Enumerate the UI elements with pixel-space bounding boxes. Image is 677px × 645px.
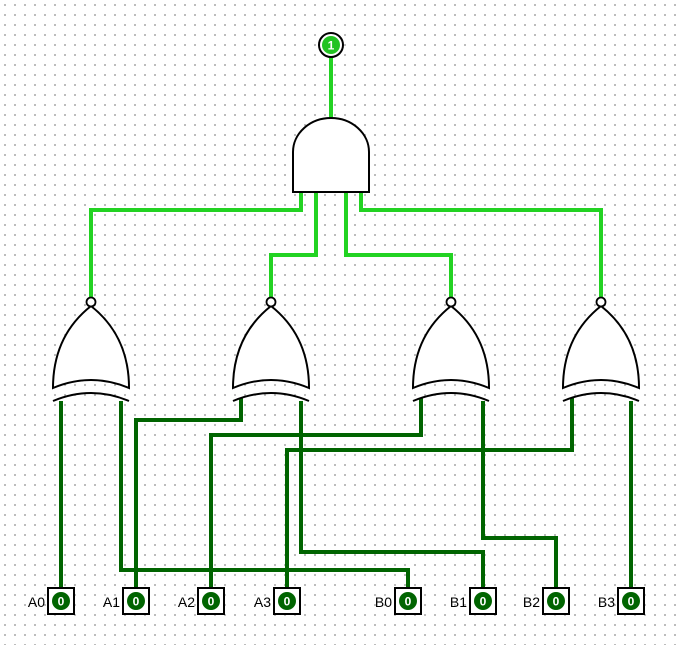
input-label: B3 (598, 594, 615, 610)
input-pin-a0[interactable]: A0 0 (28, 587, 75, 615)
input-value: 0 (480, 595, 487, 609)
wire-a1 (134, 398, 243, 592)
wire-a3 (285, 398, 574, 592)
input-label: A3 (254, 594, 271, 610)
inversion-bubble (265, 296, 277, 308)
xnor-gate-0[interactable] (51, 296, 131, 402)
input-value: 0 (133, 595, 140, 609)
input-label: A1 (103, 594, 120, 610)
input-label: B2 (523, 594, 540, 610)
input-value: 0 (553, 595, 560, 609)
xnor-gate-1[interactable] (231, 296, 311, 402)
wire-b0 (119, 401, 410, 592)
xnor-gate-3[interactable] (561, 296, 641, 402)
input-value: 0 (284, 595, 291, 609)
input-pin-b1[interactable]: B1 0 (450, 587, 497, 615)
input-value: 0 (405, 595, 412, 609)
wire-b1 (299, 401, 485, 592)
wire-a2 (209, 398, 423, 592)
input-label: B1 (450, 594, 467, 610)
xnor-gate-2[interactable] (411, 296, 491, 402)
input-pins: A0 0 A1 0 A2 0 A3 0 B0 0 B1 0 B2 0 B3 0 (28, 587, 645, 615)
wire-xnor1-out (269, 191, 318, 300)
inversion-bubble (85, 296, 97, 308)
output-value: 1 (328, 39, 335, 53)
inversion-bubble (595, 296, 607, 308)
inversion-bubble (445, 296, 457, 308)
xnor-gates (51, 296, 641, 402)
wire-xnor3-out (359, 191, 603, 300)
input-label: B0 (375, 594, 392, 610)
input-value: 0 (628, 595, 635, 609)
input-pin-a1[interactable]: A1 0 (103, 587, 150, 615)
and-gate[interactable] (292, 117, 370, 193)
input-value: 0 (58, 595, 65, 609)
input-pin-b2[interactable]: B2 0 (523, 587, 570, 615)
input-label: A0 (28, 594, 45, 610)
wire-xnor2-out (344, 191, 453, 300)
input-pin-a2[interactable]: A2 0 (178, 587, 225, 615)
input-pin-b0[interactable]: B0 0 (375, 587, 422, 615)
input-value: 0 (208, 595, 215, 609)
high-wires (89, 55, 603, 300)
input-pin-a3[interactable]: A3 0 (254, 587, 301, 615)
input-label: A2 (178, 594, 195, 610)
wire-xnor0-out (89, 191, 303, 300)
input-pin-b3[interactable]: B3 0 (598, 587, 645, 615)
wire-b2 (481, 401, 558, 592)
low-wires (59, 398, 633, 592)
output-pin[interactable]: 1 (318, 32, 344, 58)
